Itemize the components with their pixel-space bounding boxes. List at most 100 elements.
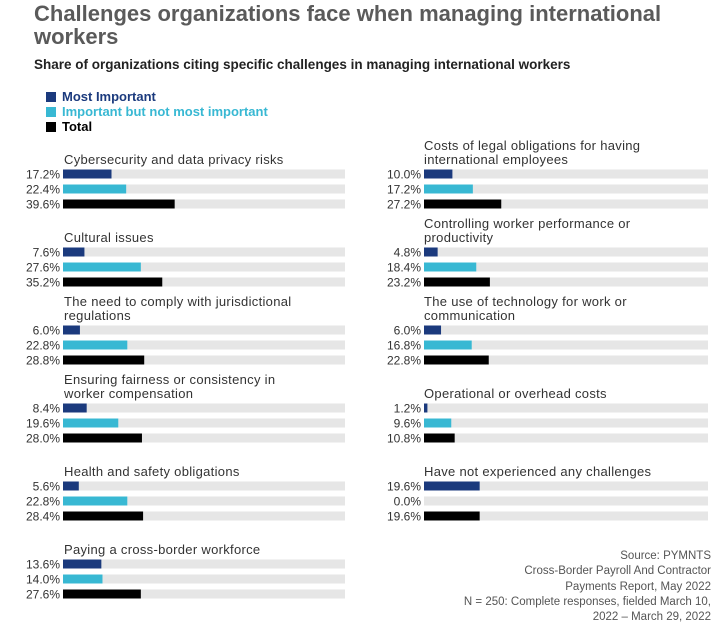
bar-track <box>63 403 345 413</box>
bar-track <box>63 169 345 179</box>
value-label: 6.0% <box>33 324 61 338</box>
bar-track <box>424 247 708 257</box>
bar-most-important <box>63 169 112 179</box>
bar-track <box>63 433 345 443</box>
category-label: productivity <box>424 230 494 245</box>
bar-important-but-not-most-important <box>424 262 477 272</box>
bar-total <box>424 433 455 443</box>
value-label: 19.6% <box>387 480 421 494</box>
category-label: Controlling worker performance or <box>424 216 631 231</box>
category-label: worker compensation <box>63 386 193 401</box>
source-line: Cross-Border Payroll And Contractor <box>524 565 711 578</box>
bar-total <box>424 355 489 365</box>
bar-most-important <box>63 481 79 491</box>
value-label: 17.2% <box>387 183 421 197</box>
value-label: 27.6% <box>26 588 60 602</box>
category-label: Cultural issues <box>64 230 154 245</box>
bar-track <box>63 247 345 257</box>
value-label: 39.6% <box>26 198 60 212</box>
category-label: Health and safety obligations <box>64 464 240 479</box>
source-line: Payments Report, May 2022 <box>565 580 711 593</box>
bar-total <box>63 589 141 599</box>
bar-track <box>424 496 708 506</box>
bar-track <box>424 199 708 209</box>
value-label: 14.0% <box>26 573 60 587</box>
value-label: 17.2% <box>26 168 60 182</box>
category-label: Ensuring fairness or consistency in <box>64 372 275 387</box>
bar-total <box>63 433 142 443</box>
bar-most-important <box>63 325 80 335</box>
bar-most-important <box>424 325 442 335</box>
category-label: Costs of legal obligations for having <box>424 138 640 153</box>
bar-total <box>424 511 480 521</box>
bar-important-but-not-most-important <box>63 496 128 506</box>
category-label: Cybersecurity and data privacy risks <box>64 152 284 167</box>
bar-total <box>63 511 144 521</box>
bar-track <box>63 277 345 287</box>
legend-item-important: Important but not most important <box>46 104 268 119</box>
bar-most-important <box>424 169 453 179</box>
source-note: Source: PYMNTS Cross-Border Payroll And … <box>464 549 711 625</box>
bar-track <box>63 496 345 506</box>
value-label: 28.4% <box>26 510 60 524</box>
bar-track <box>63 511 345 521</box>
bar-total <box>63 355 145 365</box>
bar-total <box>424 199 502 209</box>
bar-track <box>424 277 708 287</box>
category-label: Operational or overhead costs <box>424 386 607 401</box>
category-label: The need to comply with jurisdictional <box>64 294 291 309</box>
bar-track <box>424 433 708 443</box>
bar-important-but-not-most-important <box>63 184 127 194</box>
bar-track <box>63 184 345 194</box>
bar-track <box>424 340 708 350</box>
bar-most-important <box>424 403 428 413</box>
value-label: 8.4% <box>33 402 61 416</box>
bar-track <box>63 559 345 569</box>
source-line: N = 250: Complete responses, fielded Mar… <box>463 595 711 608</box>
value-label: 18.4% <box>387 261 421 275</box>
chart-subtitle: Share of organizations citing specific c… <box>34 57 571 72</box>
bar-track <box>63 418 345 428</box>
bar-track <box>424 355 708 365</box>
bar-track <box>424 481 708 491</box>
bar-important-but-not-most-important <box>63 418 119 428</box>
value-label: 4.8% <box>394 246 422 260</box>
bar-most-important <box>424 481 480 491</box>
legend-label-total: Total <box>62 119 93 134</box>
bar-important-but-not-most-important <box>424 418 452 428</box>
value-label: 10.0% <box>387 168 421 182</box>
bar-most-important <box>63 247 85 257</box>
bar-important-but-not-most-important <box>63 574 103 584</box>
bar-track <box>424 184 708 194</box>
bar-track <box>63 340 345 350</box>
bar-track <box>424 169 708 179</box>
bar-most-important <box>63 403 87 413</box>
category-label: Have not experienced any challenges <box>424 464 652 479</box>
chart-title: Challenges organizations face when manag… <box>34 1 662 49</box>
bar-total <box>63 277 163 287</box>
value-label: 28.8% <box>26 354 60 368</box>
legend-swatch-total <box>46 121 56 132</box>
bar-track <box>424 418 708 428</box>
bar-track <box>63 481 345 491</box>
legend-label-most-important: Most Important <box>62 89 156 104</box>
bar-total <box>424 277 490 287</box>
legend-swatch-important <box>46 106 56 117</box>
legend-item-total: Total <box>46 119 268 134</box>
value-label: 27.2% <box>387 198 421 212</box>
value-label: 22.8% <box>387 354 421 368</box>
bar-track <box>424 262 708 272</box>
bar-most-important <box>424 247 438 257</box>
value-label: 7.6% <box>33 246 61 260</box>
value-label: 19.6% <box>387 510 421 524</box>
category-label: communication <box>424 308 515 323</box>
value-label: 0.0% <box>394 495 422 509</box>
value-label: 1.2% <box>394 402 422 416</box>
source-line: Source: PYMNTS <box>620 550 711 562</box>
value-label: 22.8% <box>26 339 60 353</box>
bar-important-but-not-most-important <box>424 184 473 194</box>
bar-track <box>63 262 345 272</box>
legend-item-most-important: Most Important <box>46 89 268 104</box>
bar-important-but-not-most-important <box>424 340 472 350</box>
